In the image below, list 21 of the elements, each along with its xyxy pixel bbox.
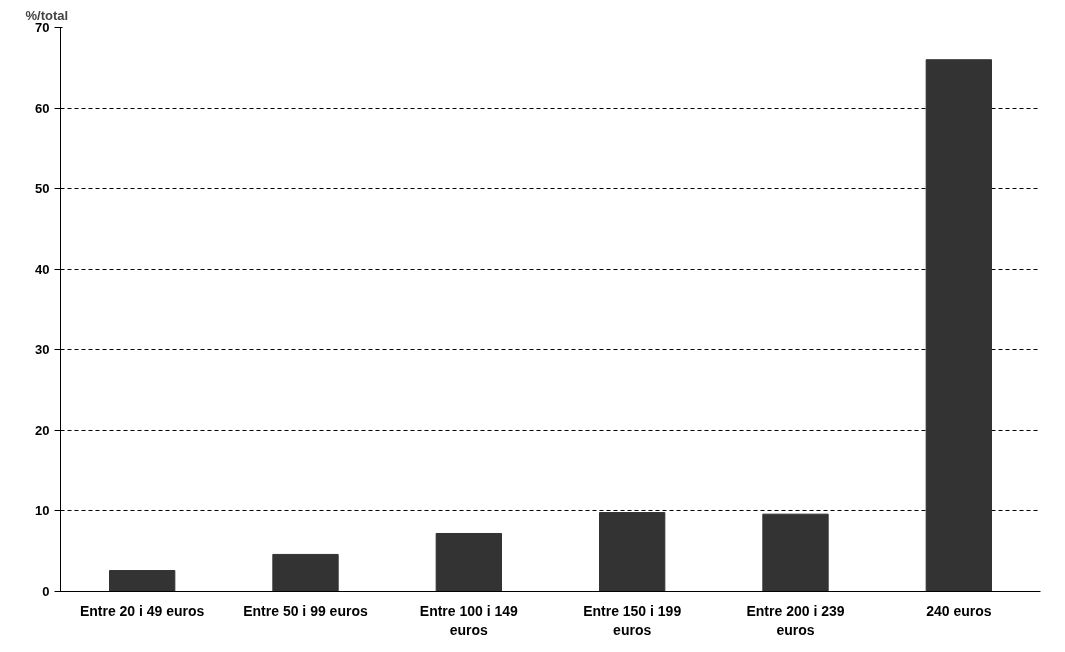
y-tick-label: 50 [35,181,50,197]
y-tick-label: 30 [35,342,50,358]
x-tick-label: Entre 200 i 239 euros [746,602,845,638]
y-axis-title: %/total [25,7,69,23]
bar [272,553,339,592]
y-tick-label: 70 [35,20,50,35]
y-tick-label: 40 [35,261,50,277]
bar [762,513,829,592]
bar [109,570,176,592]
bar [435,532,502,592]
x-tick-label: Entre 20 i 49 euros [79,602,205,619]
y-tick-label: 20 [35,422,50,438]
y-tick-label: 0 [42,584,50,599]
x-tick-label: 240 euros [926,602,992,619]
y-tick-label: 60 [35,100,50,116]
x-tick-label: Entre 100 i 149 euros [419,602,519,638]
y-tick-label: 10 [35,503,50,519]
bar [925,59,992,592]
x-tick-label: Entre 150 i 199 euros [583,602,682,638]
x-tick-label: Entre 50 i 99 euros [243,602,368,619]
bar [599,512,666,592]
